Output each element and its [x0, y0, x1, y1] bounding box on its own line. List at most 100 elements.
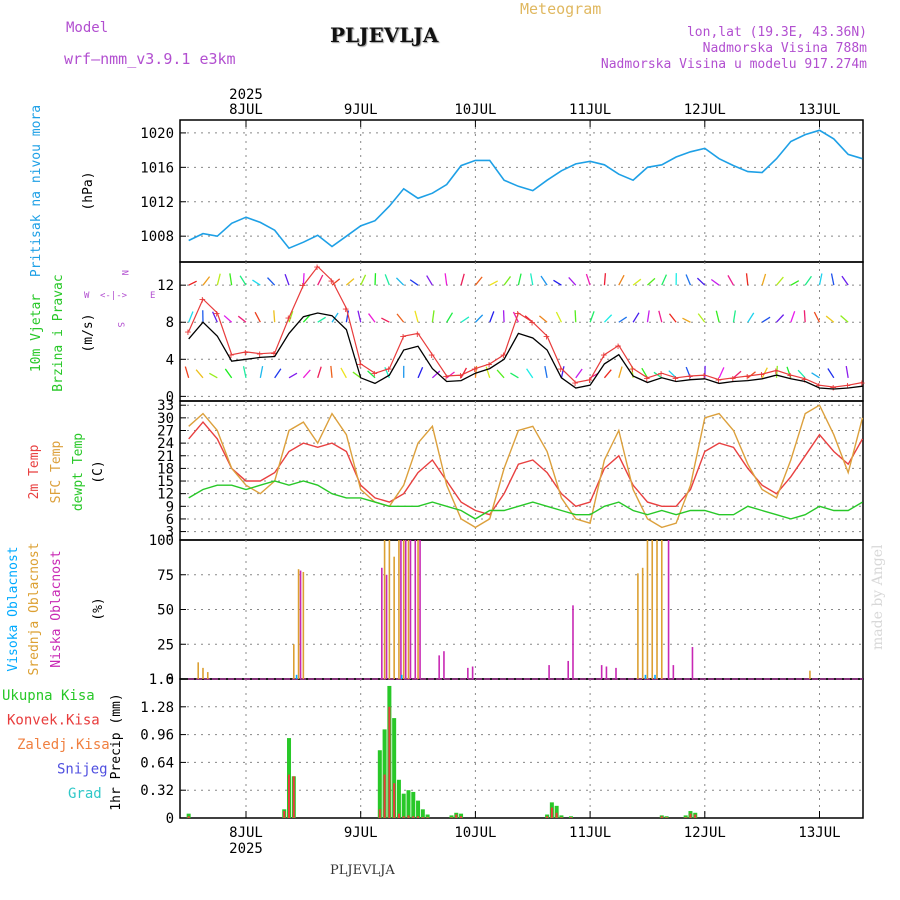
lonlat-label: lon,lat (19.3E, 43.36N) [686, 25, 867, 40]
wind-barb [224, 368, 233, 379]
wind-barb [544, 366, 548, 378]
wind-barb [460, 367, 468, 379]
precip-bar-conv [421, 817, 424, 818]
cloud-ylabel-2: Srednja Oblacnost [27, 542, 42, 675]
temp-ylabel-1: 2m Temp [27, 444, 42, 499]
wind-barb [553, 279, 562, 286]
precip-bar-conv [388, 706, 391, 818]
wind-barb [431, 370, 441, 379]
gust-marker: + [787, 369, 794, 382]
wind-barb [409, 279, 419, 286]
gust-marker: + [772, 364, 779, 377]
gust-marker: + [643, 372, 650, 385]
wind-barb [252, 279, 261, 286]
bottom-day-label: 10JUL [454, 825, 496, 841]
wind-barb [360, 274, 367, 286]
wind-barb [618, 316, 628, 323]
wind-barb [317, 316, 326, 323]
gust-marker: + [400, 330, 407, 343]
gust-marker: + [514, 307, 521, 320]
bottom-day-label: 12JUL [684, 825, 726, 841]
precip-tick-label: 0.64 [140, 755, 174, 771]
wind-tick-label: 0 [166, 389, 174, 405]
wind-barb [603, 273, 607, 286]
precip-bar-conv [402, 816, 405, 818]
wind-barb [202, 276, 211, 286]
wind-barb [188, 311, 194, 323]
wind-barb [827, 368, 835, 379]
wind-barb [661, 274, 668, 286]
wind-gust-line [188, 265, 863, 388]
temp-tick-label: 24 [157, 436, 174, 452]
wind-barb [727, 275, 735, 286]
precip-bar-conv [455, 814, 458, 818]
pressure-line [188, 129, 863, 250]
gust-marker: + [314, 261, 321, 274]
wind-barb [237, 315, 247, 323]
temp-tick-label: 30 [157, 411, 174, 427]
precip-tick-label: 1.6 [149, 672, 174, 688]
gust-marker: + [328, 275, 335, 288]
precip-tick-label: 0 [166, 811, 174, 827]
wind-barb [682, 317, 691, 323]
cloud-tick-label: 100 [149, 533, 174, 549]
wind-barb [618, 274, 625, 286]
wind-barb [223, 315, 233, 323]
cloud-tick-label: 75 [157, 568, 174, 584]
precip-bar-total [554, 805, 559, 818]
wind-barb [426, 275, 433, 286]
wind-barb [618, 366, 623, 379]
wind-barb [254, 311, 261, 323]
gust-marker: + [486, 358, 493, 371]
wind-barb [560, 366, 565, 378]
top-day-label: 13JUL [798, 102, 840, 118]
precip-bar-total [425, 814, 430, 818]
gust-marker: + [457, 369, 464, 382]
wind-barb [396, 313, 405, 323]
precip-bar-total [382, 729, 387, 818]
wind-barb [715, 310, 720, 323]
top-year-label: 2025 [229, 87, 263, 103]
footer-station: PLJEVLJA [330, 863, 395, 878]
precip-tick-label: 0.96 [140, 728, 174, 744]
cloud-ylabel-3: Niska Oblacnost [49, 550, 64, 667]
wind-barb [555, 311, 563, 323]
temp-tick-label: 9 [166, 499, 174, 515]
wind-barb [395, 277, 405, 286]
precip-bar-total [411, 791, 416, 818]
wind-barb [790, 280, 800, 286]
temp-ylabel-3: dewpt Temp [71, 433, 86, 511]
precip-legend-3: Snijeg [57, 762, 108, 778]
precip-bar-conv [694, 814, 697, 818]
wind-barb [431, 310, 435, 323]
wind-barb [697, 313, 706, 323]
meteogram-title: Meteogram [520, 0, 602, 18]
gust-marker: + [500, 349, 507, 362]
precip-bar-total [420, 809, 425, 818]
precip-unit: 1hr Precip (mm) [109, 693, 124, 810]
gust-marker: + [357, 358, 364, 371]
top-day-label: 8JUL [229, 102, 263, 118]
gust-marker: + [686, 370, 693, 383]
gust-marker: + [830, 381, 837, 394]
gust-marker: + [371, 367, 378, 380]
wind-barb [502, 310, 505, 323]
precip-bar-total [406, 790, 411, 818]
wind-barb [188, 280, 197, 286]
wind-barb [317, 274, 324, 286]
precip-bar-conv [665, 817, 668, 818]
wind-barb [357, 310, 362, 323]
wind-barb [414, 310, 419, 323]
wind-barb [512, 311, 519, 323]
wind-barb [696, 277, 706, 286]
wind-barb [685, 274, 692, 286]
gust-marker: + [615, 339, 622, 352]
gust-marker: + [816, 379, 823, 392]
wind-barb [503, 276, 512, 286]
wind-barb [632, 278, 642, 286]
gust-marker: + [228, 349, 235, 362]
precip-bar-conv [417, 816, 420, 818]
pressure-unit: (hPa) [81, 171, 96, 210]
wind-barb [668, 370, 677, 379]
wind-barb [517, 273, 522, 286]
